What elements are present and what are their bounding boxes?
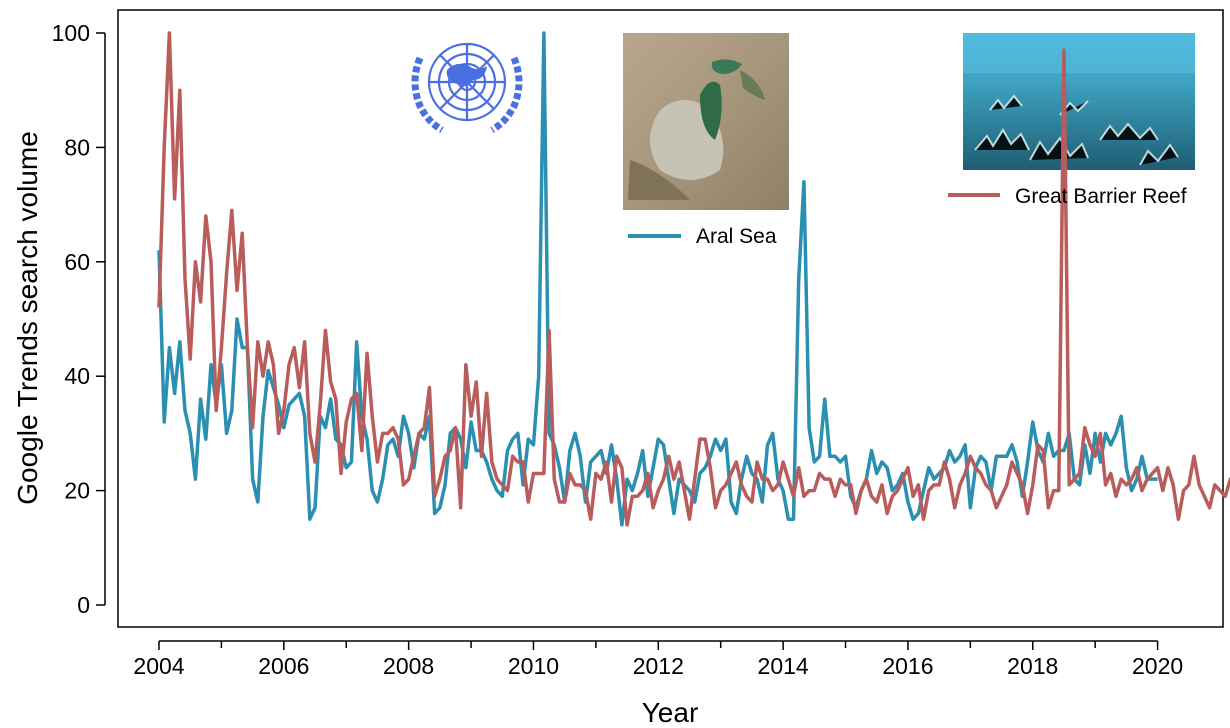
plot-frame [117,9,1224,628]
legend-aral-sea: Aral Sea [628,225,777,248]
y-axis: 0 20 40 60 80 100 [52,20,106,618]
x-tick-label: 2018 [1007,653,1058,679]
y-tick-label: 100 [52,20,90,46]
y-tick-label: 40 [64,363,90,389]
y-tick-label: 0 [77,592,90,618]
great-barrier-reef-photo [963,33,1195,170]
legend-great-barrier-reef: Great Barrier Reef [948,185,1187,208]
x-axis: 2004 2006 2008 2010 2012 2014 2016 2018 2020 [133,640,1183,679]
x-tick-label: 2004 [133,653,184,679]
x-axis-title: Year [642,697,699,728]
series-line-great-barrier-reef [157,31,1230,527]
x-tick-label: 2010 [508,653,559,679]
legend-label-aral-sea: Aral Sea [696,225,777,248]
x-tick-label: 2014 [758,653,809,679]
x-tick-label: 2016 [882,653,933,679]
y-tick-label: 20 [64,478,90,504]
x-tick-label: 2012 [633,653,684,679]
legend-label-great-barrier-reef: Great Barrier Reef [1015,185,1187,208]
x-tick-label: 2020 [1132,653,1183,679]
y-axis-title: Google Trends search volume [12,131,43,505]
y-tick-label: 60 [64,249,90,275]
y-tick-label: 80 [64,134,90,160]
x-tick-label: 2006 [258,653,309,679]
aral-sea-satellite-photo [623,33,789,210]
united-nations-emblem [411,30,523,134]
x-tick-label: 2008 [383,653,434,679]
